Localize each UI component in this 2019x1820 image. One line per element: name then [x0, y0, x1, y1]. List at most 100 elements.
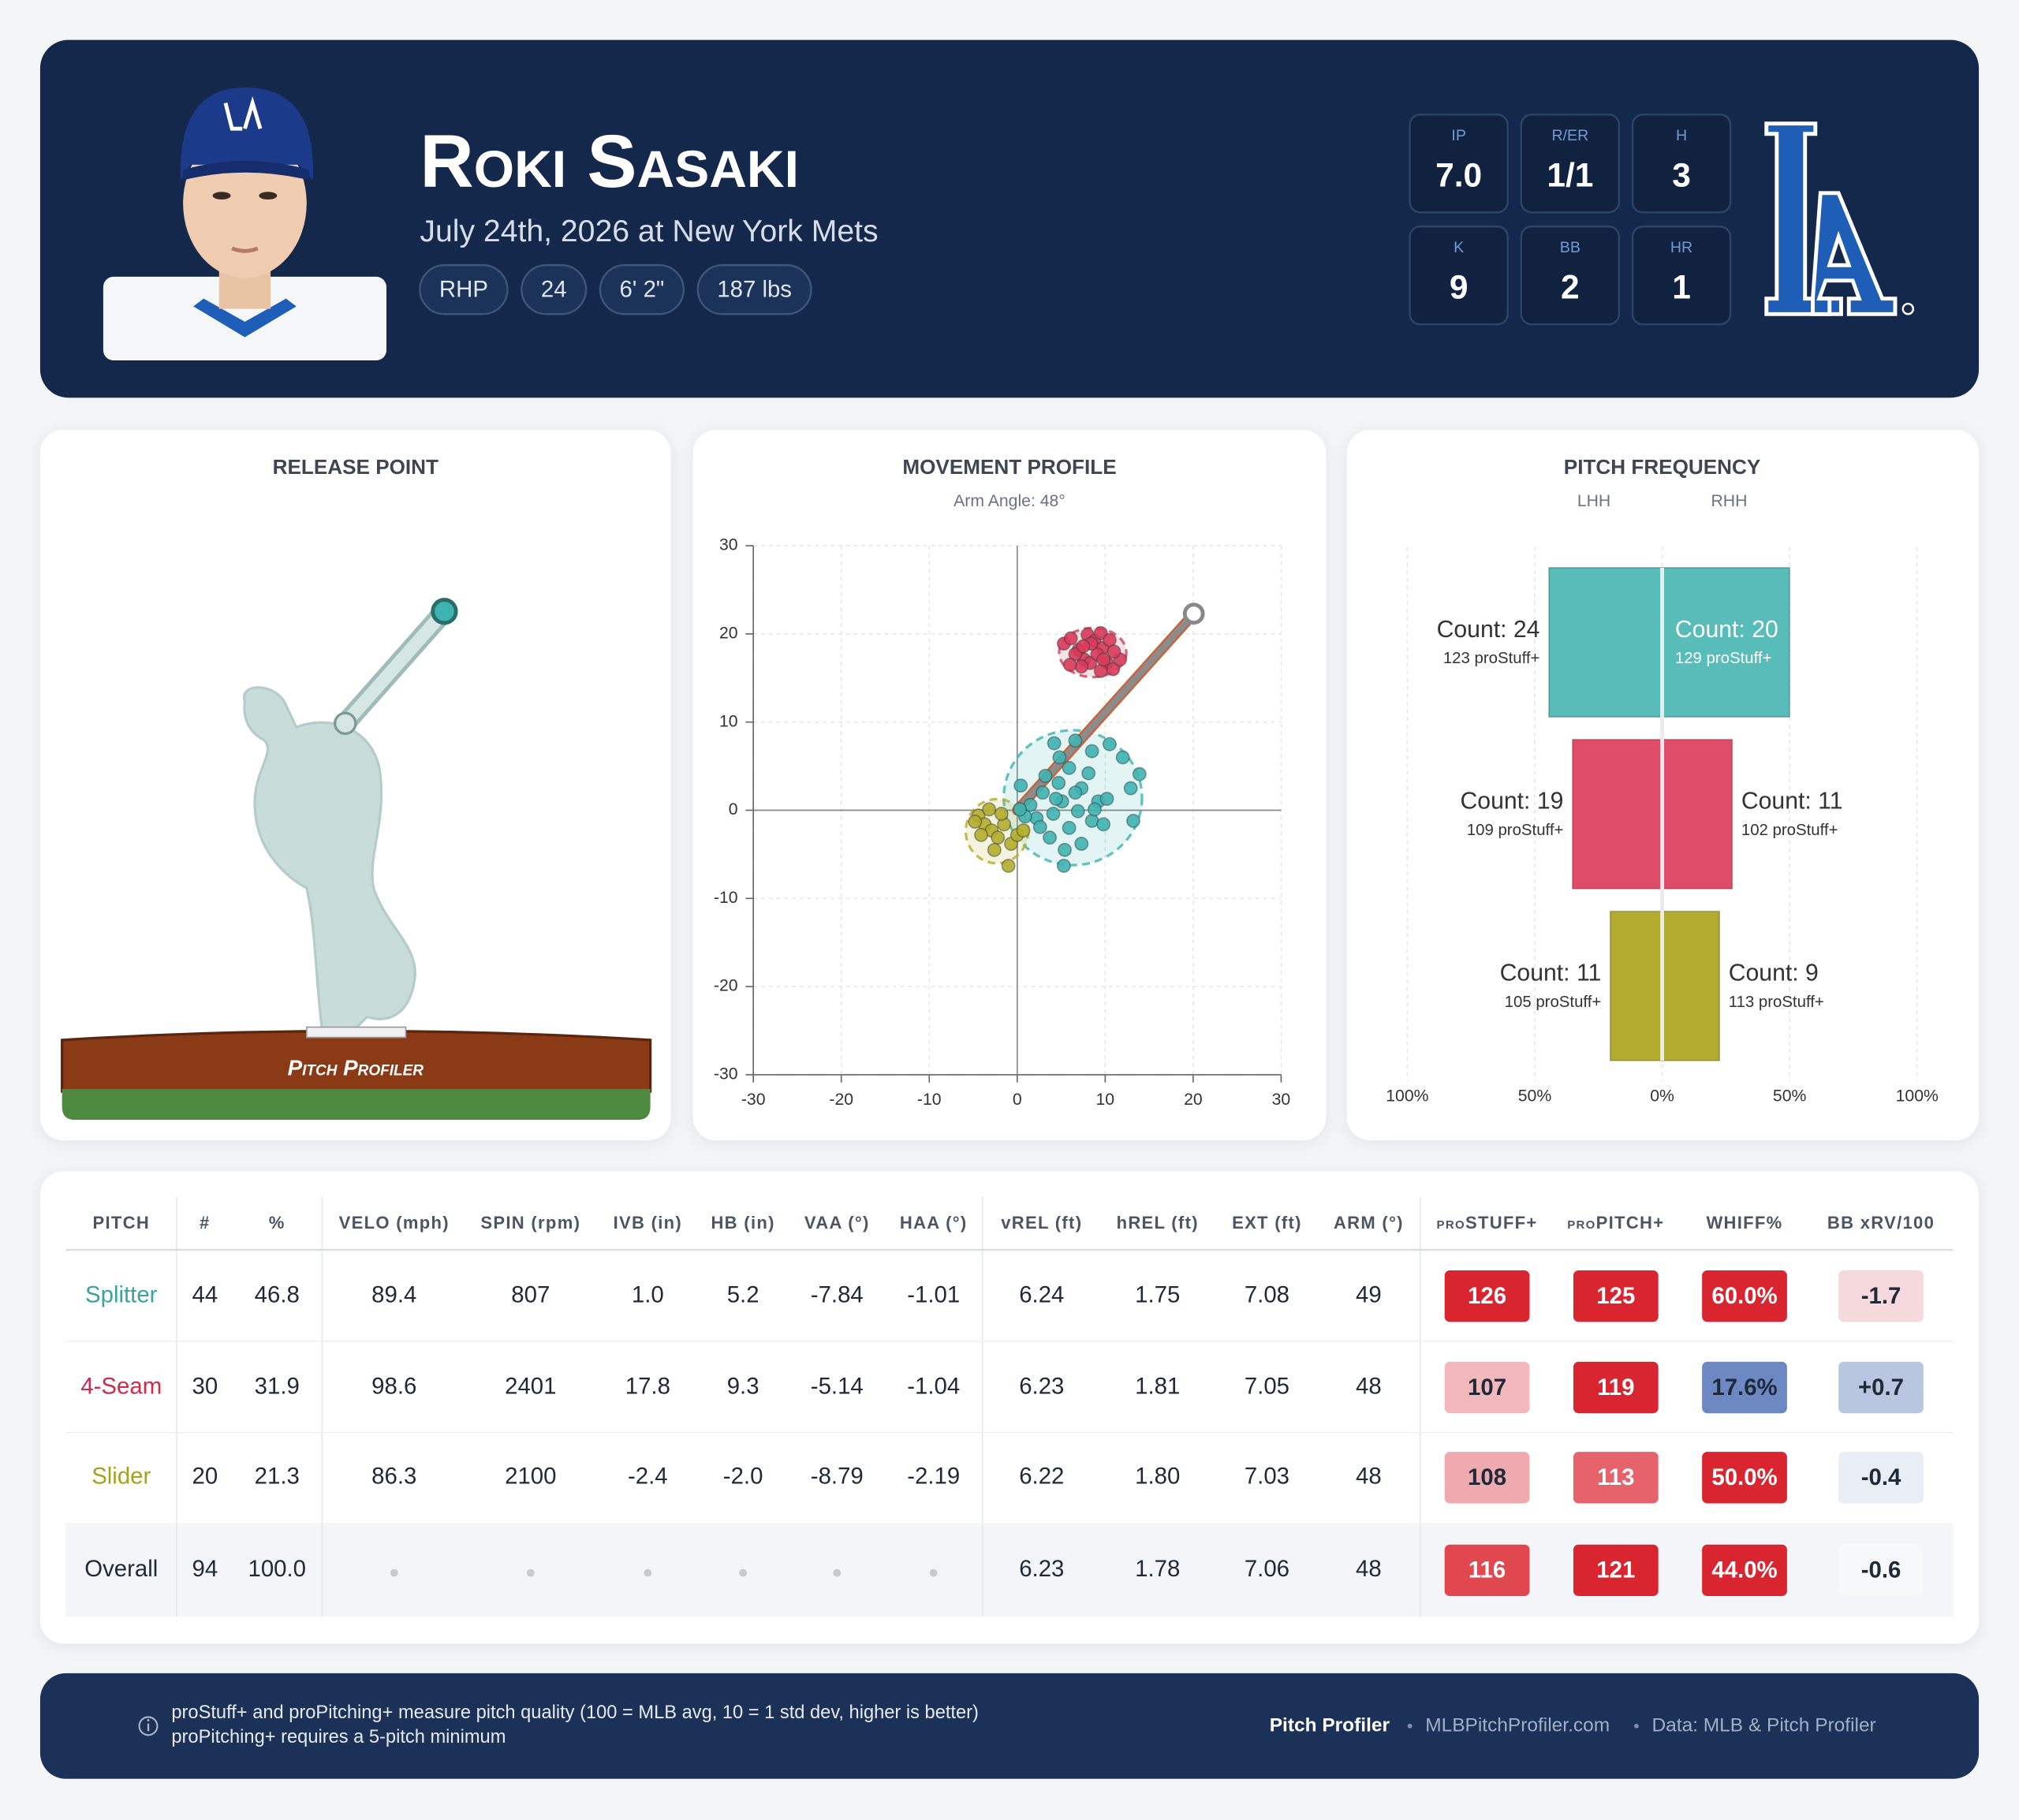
pitch-point: [1013, 778, 1028, 793]
badge-value: 116: [1469, 1557, 1506, 1583]
y-tick-label: -20: [714, 977, 738, 995]
pitch-point: [1096, 652, 1111, 667]
pitch-point: [1038, 768, 1053, 783]
table-cell: 86.3: [371, 1464, 416, 1490]
badge-value: +0.7: [1858, 1374, 1904, 1400]
table-cell: 44: [192, 1281, 218, 1307]
player-tags: RHP 24 6' 2" 187 lbs: [419, 264, 812, 315]
pitch-point: [987, 842, 1002, 857]
x-tick-label: 0: [1013, 1091, 1022, 1109]
pitch-name: 4-Seam: [80, 1373, 162, 1399]
stat-box: [1520, 114, 1621, 214]
table-cell: 807: [511, 1281, 550, 1307]
stat-label: R/ER: [1551, 127, 1588, 144]
empty-cell: [833, 1568, 842, 1577]
stuff-label: 129 proStuff+: [1675, 650, 1772, 667]
pitch-point: [1043, 830, 1058, 845]
table-cell: 48: [1356, 1373, 1382, 1399]
y-tick-label: -30: [714, 1065, 738, 1083]
table-cell: 1.80: [1135, 1464, 1180, 1490]
badge: [1573, 1452, 1659, 1504]
column-header: HB (in): [711, 1213, 774, 1233]
stat-value: 3: [1672, 156, 1691, 193]
pitch-point: [974, 827, 989, 842]
table-cell: 9.3: [727, 1373, 759, 1399]
frequency-bar: [1661, 910, 1721, 1061]
badge-value: 44.0%: [1711, 1557, 1777, 1583]
y-tick-label: 20: [719, 624, 738, 642]
table-cell: 89.4: [371, 1281, 416, 1307]
pitch-point: [1099, 791, 1114, 806]
badge: [1444, 1452, 1530, 1504]
pitch-point: [1047, 736, 1062, 751]
pitch-point: [1070, 804, 1085, 819]
stat-value: 9: [1450, 268, 1469, 305]
stat-label: K: [1454, 239, 1464, 256]
footer-brand[interactable]: Pitch Profiler: [1270, 1714, 1390, 1736]
count-label: Count: 11: [1500, 960, 1602, 986]
badge-value: 126: [1468, 1283, 1506, 1309]
x-tick-label: 50%: [1518, 1087, 1552, 1105]
empty-cell: [644, 1568, 652, 1577]
table-cell: -8.79: [811, 1464, 864, 1490]
table-cell: 48: [1356, 1556, 1382, 1582]
pitch-point: [1052, 750, 1067, 765]
pitch-point: [1048, 791, 1063, 806]
panel-title: MOVEMENT PROFILE: [902, 455, 1116, 479]
arm-angle-label: Arm Angle: 48°: [954, 492, 1065, 510]
pitch-point: [991, 830, 1006, 845]
table-cell: 6.23: [1019, 1373, 1064, 1399]
table-cell: 5.2: [727, 1281, 759, 1307]
column-header: SPIN (rpm): [480, 1213, 580, 1233]
table-cell: 100.0: [248, 1556, 306, 1582]
table-cell: 6.24: [1019, 1281, 1064, 1307]
pitch-point: [1087, 802, 1102, 817]
table-cell: -2.0: [723, 1464, 763, 1490]
stat-label: IP: [1451, 127, 1466, 144]
x-tick-label: 100%: [1386, 1087, 1428, 1105]
column-header: vREL (ft): [1001, 1213, 1082, 1233]
empty-cell: [929, 1568, 938, 1577]
y-tick-label: -10: [714, 889, 738, 907]
pitch-point: [994, 806, 1009, 821]
x-tick-label: -20: [829, 1091, 853, 1109]
table-cell: 7.03: [1245, 1464, 1289, 1490]
x-tick-label: 30: [1272, 1091, 1291, 1109]
badge: [1838, 1452, 1924, 1504]
column-header: VAA (°): [804, 1213, 870, 1233]
x-tick-label: -10: [917, 1091, 942, 1109]
frequency-bar: [1572, 738, 1663, 889]
badge-value: -1.7: [1861, 1283, 1901, 1309]
column-header: ARM (°): [1334, 1213, 1404, 1233]
empty-cell: [390, 1568, 398, 1577]
stat-label: BB: [1560, 239, 1580, 256]
table-cell: 31.9: [255, 1373, 300, 1399]
pitch-point: [1001, 858, 1016, 873]
pitch-point: [1068, 733, 1083, 748]
badge: [1838, 1361, 1924, 1414]
column-header: %: [269, 1213, 285, 1233]
panel-title: RELEASE POINT: [273, 455, 439, 479]
x-tick-label: 50%: [1773, 1087, 1807, 1105]
pitch-point: [1076, 639, 1091, 654]
stuff-label: 102 proStuff+: [1741, 822, 1838, 839]
count-label: Count: 9: [1729, 960, 1819, 986]
badge-value: -0.6: [1861, 1557, 1901, 1583]
footer-link[interactable]: MLBPitchProfiler.com: [1425, 1714, 1610, 1736]
count-label: Count: 20: [1675, 617, 1778, 643]
stuff-label: 109 proStuff+: [1467, 822, 1564, 839]
stat-label: H: [1676, 127, 1687, 144]
table-cell: 48: [1356, 1464, 1382, 1490]
stat-value: 1/1: [1547, 156, 1593, 193]
tag-pill: [599, 264, 685, 315]
stat-value: 2: [1561, 268, 1580, 305]
tag-text: 24: [541, 277, 567, 303]
frequency-bar: [1661, 738, 1734, 889]
movement-plot: -30 -20 -10 0 10 20 30 -30 -20 -10 0 10 20 30: [714, 536, 1290, 1109]
movement-card: [692, 430, 1327, 1141]
table-cell: 17.8: [625, 1373, 670, 1399]
pitch-point: [1132, 766, 1147, 781]
footer: [39, 1673, 1980, 1779]
count-label: Count: 11: [1741, 789, 1843, 815]
stat-box: [1409, 226, 1509, 326]
